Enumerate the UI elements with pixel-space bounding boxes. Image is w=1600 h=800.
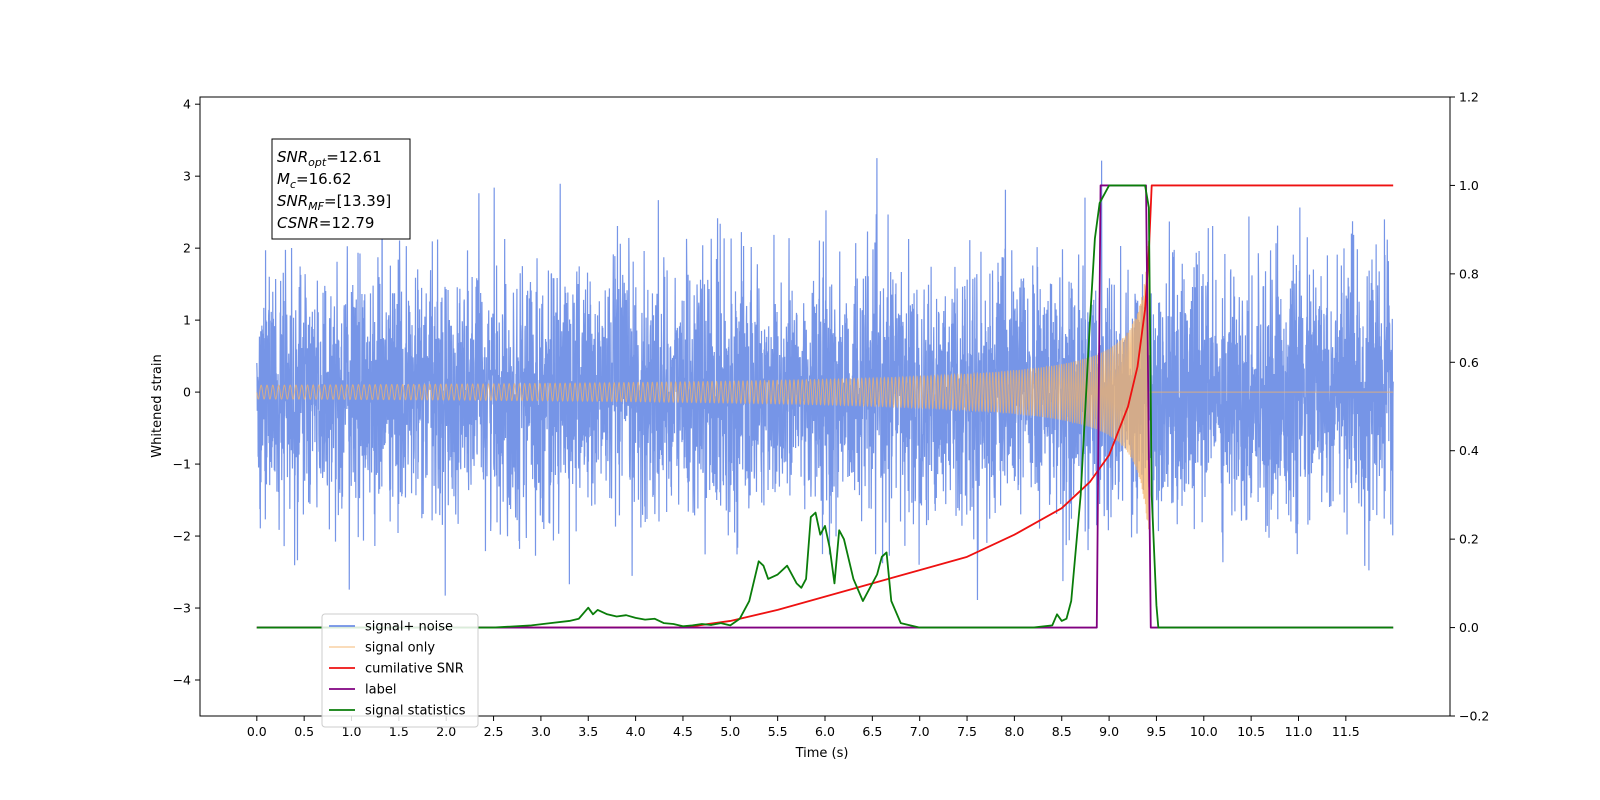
y-tick-label: −2 [173,529,191,544]
y-tick-label: 4 [183,97,191,112]
y2-tick-label: 0.8 [1459,266,1479,281]
x-tick-label: 4.0 [626,724,646,739]
x-tick-label: 1.0 [342,724,362,739]
x-tick-label: 8.0 [1004,724,1024,739]
y-tick-label: 0 [183,385,191,400]
y2-tick-label: 0.0 [1459,620,1479,635]
y-tick-label: 3 [183,169,191,184]
annotation-line: CSNR=12.79 [277,214,374,232]
series-signal-statistics-line [256,184,1394,629]
x-tick-label: 10.0 [1190,724,1218,739]
legend-label: label [365,683,396,698]
y-tick-label: −3 [173,601,191,616]
x-tick-label: 11.0 [1285,724,1313,739]
x-tick-label: 6.5 [862,724,882,739]
series-signal-noise-line [256,158,1394,601]
annotation-line: Mc=16.62 [277,170,352,191]
y-tick-label: 1 [183,313,191,328]
x-tick-label: 5.5 [768,724,788,739]
y2-tick-label: 1.2 [1459,90,1479,105]
y2-tick-label: 0.6 [1459,355,1479,370]
annotation-box: SNRopt=12.61Mc=16.62SNRMF=[13.39]CSNR=12… [271,138,411,240]
x-tick-label: 9.5 [1146,724,1166,739]
x-tick-label: 6.0 [815,724,835,739]
y-axis-label: Whitened strain [150,354,165,457]
x-tick-label: 5.0 [720,724,740,739]
x-tick-label: 1.5 [389,724,409,739]
x-tick-label: 2.5 [484,724,504,739]
x-tick-label: 7.5 [957,724,977,739]
annotation-line: SNRopt=12.61 [277,148,382,169]
y2-tick-label: 0.2 [1459,532,1479,547]
legend-label: cumilative SNR [365,662,464,677]
legend-frame [321,613,479,728]
x-tick-label: 9.0 [1099,724,1119,739]
x-tick-label: 3.5 [578,724,598,739]
x-tick-label: 11.5 [1332,724,1360,739]
legend-label: signal statistics [365,704,466,719]
annotation-line: SNRMF=[13.39] [277,192,391,213]
y2-tick-label: −0.2 [1459,709,1489,724]
series-signal-only-line [256,240,1394,530]
y-tick-label: 2 [183,241,191,256]
x-axis-label: Time (s) [795,746,849,761]
x-tick-label: 2.0 [436,724,456,739]
x-tick-label: 10.5 [1237,724,1265,739]
y2-tick-label: 1.0 [1459,178,1479,193]
series-cumilative-snr-line [256,184,1394,629]
y2-tick-label: 0.4 [1459,443,1479,458]
y-tick-label: −1 [173,457,191,472]
legend-label: signal+ noise [365,620,453,635]
legend: signal+ noise signal only cumilative SNR la… [321,613,479,728]
x-tick-label: 8.5 [1052,724,1072,739]
x-tick-label: 7.0 [910,724,930,739]
legend-label: signal only [365,641,435,656]
y-tick-label: −4 [173,673,191,688]
x-tick-label: 3.0 [531,724,551,739]
x-tick-label: 0.5 [294,724,314,739]
x-tick-label: 4.5 [673,724,693,739]
x-tick-label: 0.0 [247,724,267,739]
annotation-frame [271,138,411,240]
